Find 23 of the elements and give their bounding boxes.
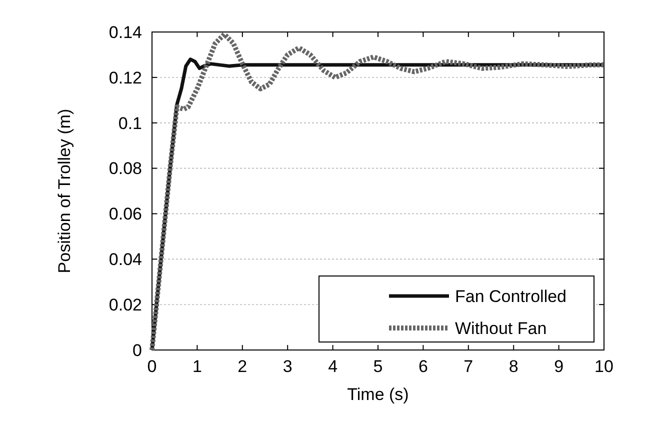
- x-tick-label: 0: [147, 357, 157, 376]
- legend-label: Without Fan: [455, 318, 547, 338]
- y-tick-label: 0.14: [108, 22, 142, 42]
- x-tick-label: 5: [373, 357, 383, 376]
- y-tick-label: 0: [132, 340, 142, 360]
- y-tick-label: 0.12: [108, 68, 142, 88]
- x-tick-label: 4: [328, 357, 338, 376]
- y-tick-label: 0.02: [108, 296, 142, 315]
- x-tick-label: 1: [192, 357, 202, 376]
- x-tick-label: 6: [418, 357, 428, 376]
- legend-label: Fan Controlled: [455, 286, 567, 306]
- y-axis-title: Position of Trolley (m): [55, 108, 74, 274]
- x-tick-label: 8: [508, 357, 518, 376]
- y-tick-label: 0.04: [108, 250, 142, 270]
- x-tick-label: 10: [594, 357, 614, 376]
- x-tick-label: 9: [554, 357, 564, 376]
- x-tick-label: 2: [238, 357, 248, 376]
- y-tick-label: 0.1: [118, 114, 142, 133]
- y-tick-label: 0.08: [108, 159, 142, 178]
- x-axis-title: Time (s): [347, 385, 409, 404]
- y-tick-label: 0.06: [108, 204, 142, 224]
- x-tick-label: 7: [464, 357, 474, 376]
- x-tick-label: 3: [282, 357, 292, 376]
